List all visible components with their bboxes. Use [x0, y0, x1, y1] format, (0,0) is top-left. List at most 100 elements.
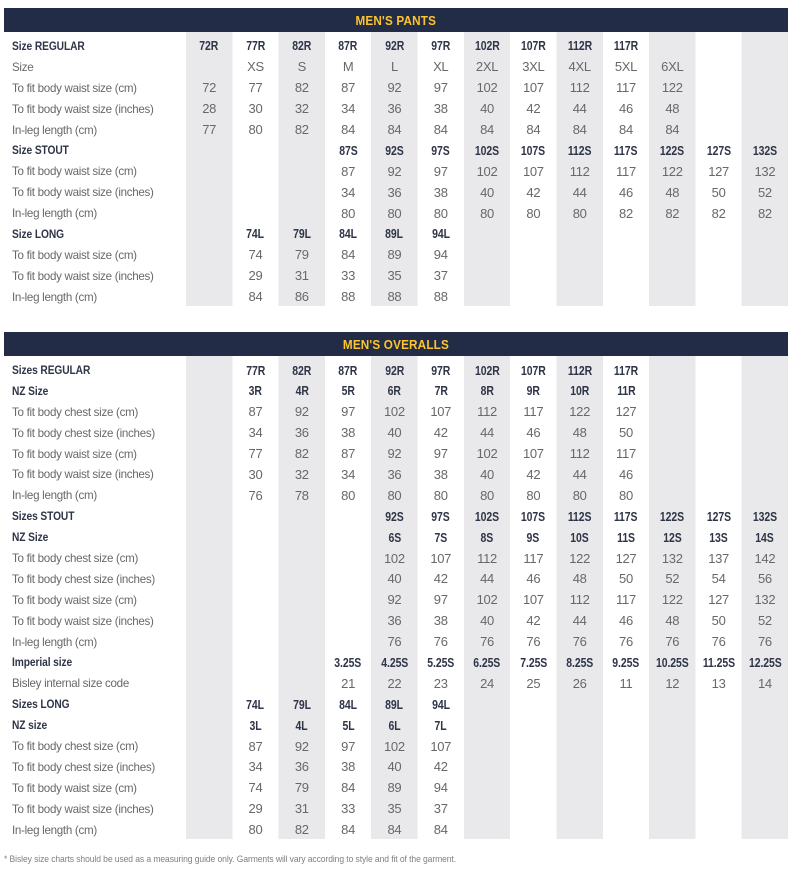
cell: 46	[619, 466, 633, 482]
cell: 84	[433, 122, 448, 137]
cell: 87S	[338, 142, 358, 158]
cell: 112	[569, 80, 590, 96]
cell: 132S	[752, 142, 777, 158]
cell: 132	[754, 163, 776, 179]
cell: 122	[661, 80, 683, 96]
cell: 80	[433, 205, 448, 221]
cell: 122	[661, 592, 683, 608]
cell: 76	[480, 634, 494, 650]
cell: 132	[754, 592, 776, 608]
cell: 102	[384, 550, 405, 566]
cell: 80	[572, 205, 587, 221]
cell: 5.25S	[427, 654, 455, 670]
cell: 102	[476, 80, 498, 96]
cell: 6R	[387, 383, 402, 399]
cell: 84	[248, 289, 263, 305]
cell: 117	[616, 80, 636, 96]
cell: 102	[476, 592, 498, 608]
cell: 87R	[338, 362, 358, 378]
cell: 117R	[613, 362, 639, 378]
row-label: In-leg length (cm)	[11, 289, 97, 304]
cell: 77	[248, 446, 263, 462]
cell: 32	[294, 466, 309, 482]
cell: 107S	[521, 142, 546, 158]
cell: 9S	[527, 529, 540, 545]
cell: 48	[665, 613, 680, 629]
table-row: Imperial size 3.25S 4.25S 5.25S 6.25S 7.25S 8.…	[4, 652, 788, 673]
table-title: MEN'S OVERALLS	[342, 336, 450, 352]
cell: 84	[341, 822, 356, 838]
table-row: To fit body waist size (cm) 77 82 87 92 97 102…	[4, 443, 788, 464]
row-label: To fit body waist size (cm)	[11, 80, 137, 95]
cell: 107R	[520, 362, 546, 378]
cell: 82	[294, 446, 309, 462]
cell: 76	[665, 634, 680, 650]
cell: 11.25S	[702, 654, 735, 670]
table-mens-overalls: MEN'S OVERALLS Sizes REGULAR 77R 82R 87R 92R…	[4, 332, 788, 840]
cell: 94	[433, 247, 448, 263]
cell: 107	[430, 404, 452, 420]
cell: 29	[248, 268, 263, 284]
cell: 112R	[567, 38, 592, 54]
table-title-bar: MEN'S PANTS	[4, 8, 788, 32]
cell: 48	[665, 101, 680, 117]
table-row: NZ Size 6S 7S 8S 9S 10S 11S 12S 13S 14S	[4, 527, 788, 548]
cell: 92	[294, 404, 309, 420]
table-row: Size LONG 74L 79L 84L 89L 94L	[4, 224, 788, 245]
row-label: NZ size	[11, 718, 47, 733]
cell: 7.25S	[519, 654, 547, 670]
cell: 12.25S	[748, 654, 782, 670]
table-row: To fit body waist size (inches) 29 31 33 35 3…	[4, 265, 788, 286]
cell: 34	[341, 184, 356, 200]
table-title: MEN'S PANTS	[355, 12, 437, 28]
cell: 11R	[616, 383, 636, 399]
cell: 107	[522, 446, 544, 462]
cell: 89	[387, 247, 402, 263]
cell: 82	[711, 205, 726, 221]
cell: 38	[433, 101, 448, 117]
table-row: In-leg length (cm) 76 76 76 76 76 76 76 76 76	[4, 631, 788, 652]
cell: 82	[294, 80, 309, 96]
cell: 88	[387, 289, 402, 305]
cell: 127S	[706, 142, 731, 158]
cell: 107	[430, 550, 452, 566]
table-row: Sizes STOUT 92S 97S 102S 107S 112S 117S 122S 127…	[4, 506, 788, 527]
cell: 8S	[480, 529, 494, 545]
cell: 4.25S	[380, 654, 408, 670]
cell: M	[342, 59, 354, 75]
cell: 94L	[431, 226, 450, 242]
cell: 92	[387, 80, 402, 96]
cell: 40	[480, 466, 494, 482]
cell: 117S	[614, 508, 638, 524]
cell: 44	[480, 425, 494, 441]
cell: 36	[387, 101, 402, 117]
row-label: To fit body waist size (inches)	[11, 613, 154, 628]
cell: XL	[433, 59, 449, 75]
cell: 11	[619, 675, 633, 691]
table-row: Size REGULAR 72R 77R 82R 87R 92R 97R 102R 107R 11…	[4, 36, 788, 57]
table-row: Size STOUT 87S 92S 97S 102S 107S 112S 117S 122S 1…	[4, 140, 788, 161]
table-row: To fit body chest size (inches) 34 36 38 40 4…	[4, 757, 788, 778]
row-label: To fit body chest size (inches)	[11, 571, 155, 586]
cell: 80	[433, 487, 448, 503]
cell: 40	[387, 425, 402, 441]
cell: 84	[433, 822, 448, 838]
cell: 94	[433, 780, 448, 796]
cell: 3R	[248, 383, 263, 399]
cell: 92R	[384, 38, 404, 54]
cell: 78	[294, 487, 309, 503]
row-label: In-leg length (cm)	[11, 822, 97, 837]
cell: 6XL	[661, 59, 684, 75]
cell: 107	[522, 80, 544, 96]
cell: 77R	[245, 38, 265, 54]
cell: 46	[619, 613, 633, 629]
cell: 87	[341, 80, 356, 96]
cell: 4R	[295, 383, 309, 399]
cell: S	[297, 59, 307, 75]
cell: 92	[387, 592, 402, 608]
row-label: To fit body chest size (cm)	[11, 739, 138, 754]
cell: 97	[433, 446, 448, 462]
cell: 38	[433, 184, 448, 200]
cell: 74L	[246, 696, 265, 712]
cell: 127	[708, 592, 729, 608]
